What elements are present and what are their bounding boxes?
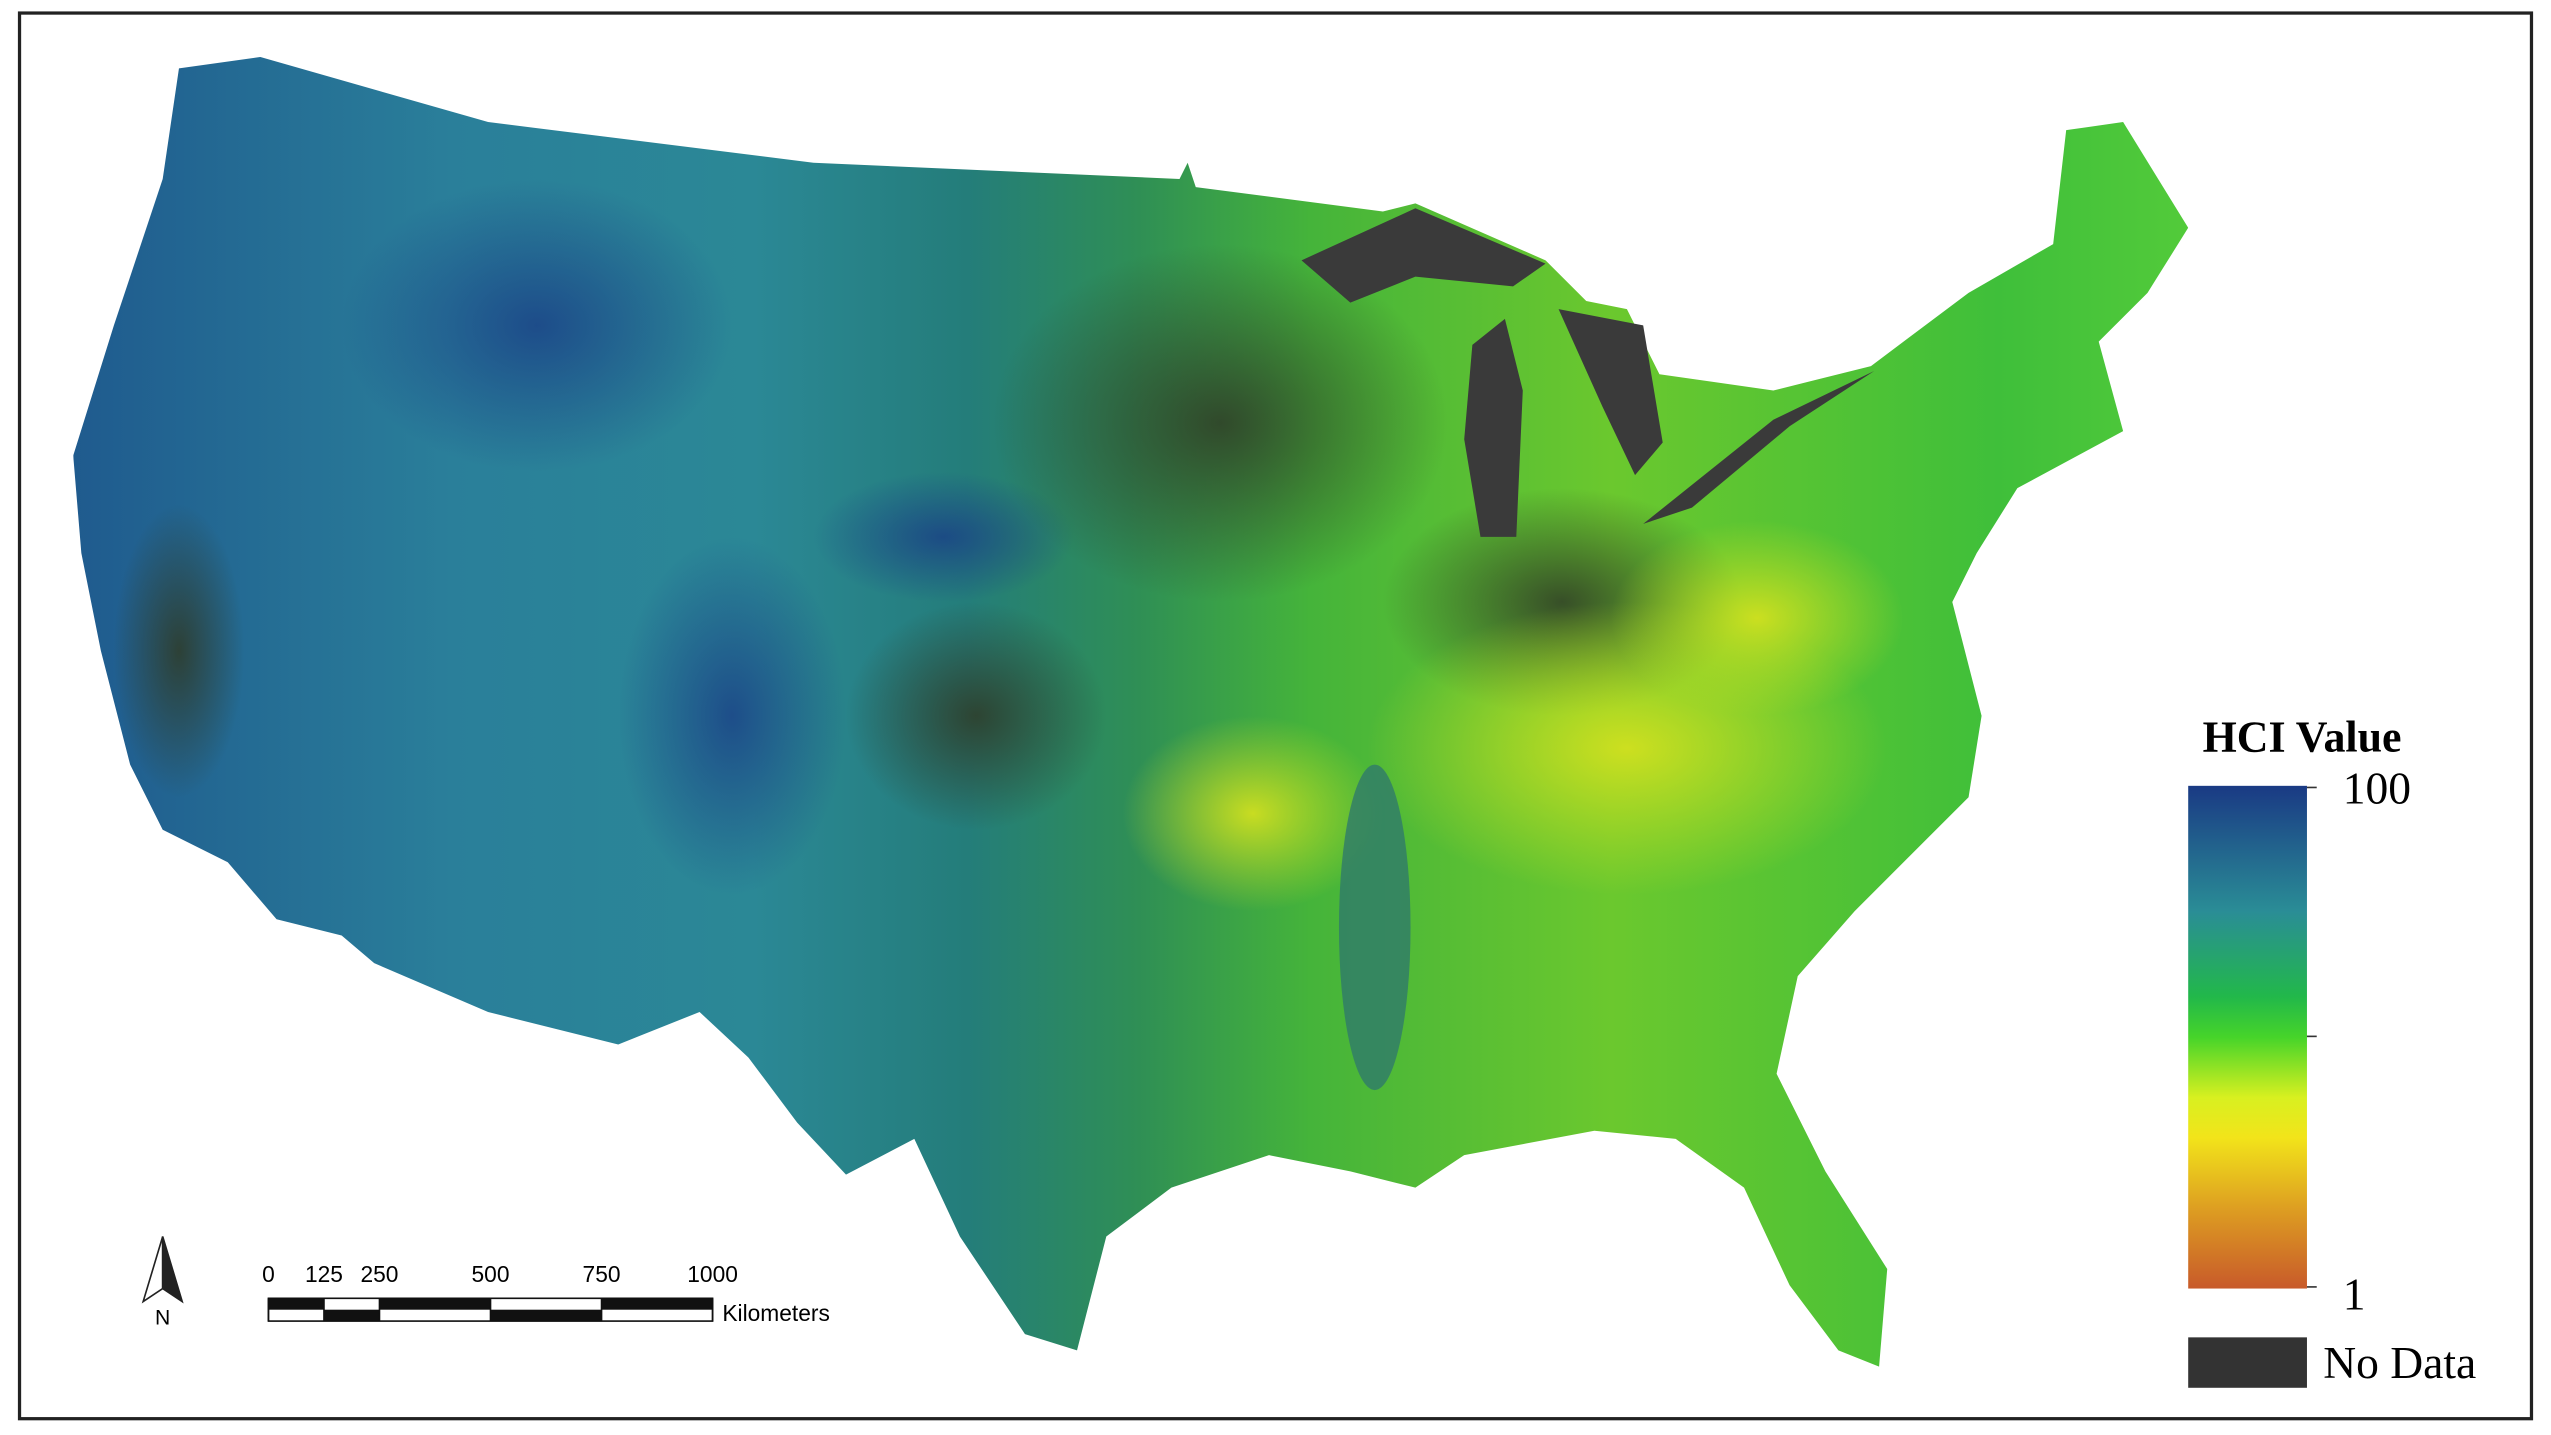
legend-color-ramp (2188, 785, 2307, 1289)
legend-max-label: 100 (2343, 763, 2411, 814)
scale-segment (490, 1309, 602, 1322)
north-label: N (155, 1306, 170, 1329)
scale-segment (323, 1309, 380, 1322)
legend-no-data-label: No Data (2323, 1337, 2476, 1388)
scale-bar: 0 125 250 500 750 1000 (262, 1261, 738, 1322)
scale-tick-label: 0 (262, 1261, 275, 1287)
great-lakes (1301, 208, 1875, 537)
scale-tick-label: 125 (305, 1261, 343, 1287)
scale-tick-label: 1000 (687, 1261, 738, 1287)
scale-tick-label: 500 (472, 1261, 510, 1287)
north-arrow (141, 1236, 184, 1304)
scale-segment (601, 1298, 713, 1310)
scale-segment (268, 1298, 324, 1310)
scale-tick-label: 750 (583, 1261, 621, 1287)
legend-no-data-swatch (2188, 1337, 2307, 1388)
legend-title: HCI Value (2203, 713, 2402, 762)
legend-min-label: 1 (2343, 1269, 2366, 1320)
scale-unit: Kilometers (722, 1300, 830, 1326)
scale-segment (379, 1298, 491, 1310)
scale-tick-label: 250 (360, 1261, 398, 1287)
